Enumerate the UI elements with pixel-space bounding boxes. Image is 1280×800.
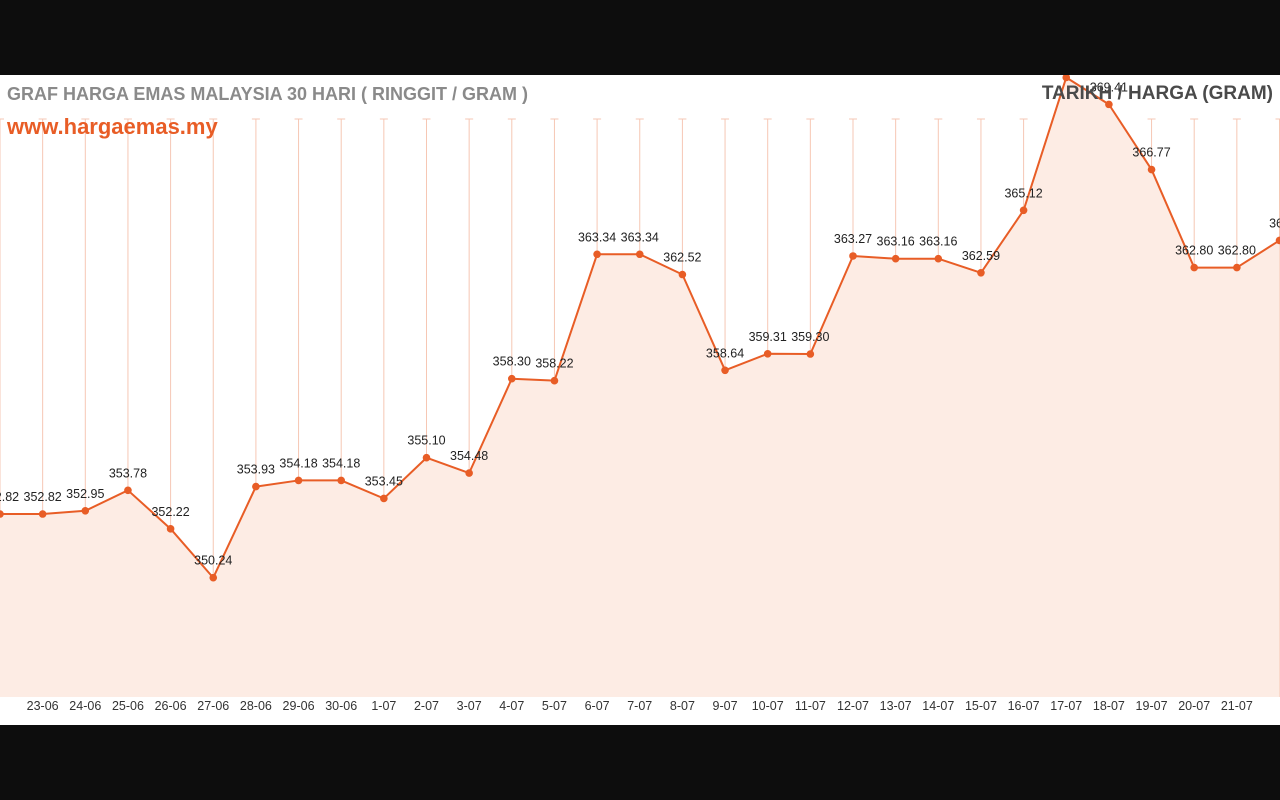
data-point[interactable] (1105, 100, 1113, 109)
data-label: 352.82 (0, 490, 19, 504)
data-point[interactable] (763, 349, 772, 358)
source-link[interactable]: www.hargaemas.my (7, 114, 218, 139)
data-point[interactable] (380, 494, 388, 503)
x-tick-label: 7-07 (627, 699, 652, 713)
data-label: 354.18 (322, 456, 360, 470)
data-point[interactable] (508, 374, 516, 383)
x-tick-label: 11-07 (795, 699, 826, 713)
data-point[interactable] (849, 252, 857, 260)
chart-title: GRAF HARGA EMAS MALAYSIA 30 HARI ( RINGG… (7, 84, 529, 104)
data-point[interactable] (166, 525, 175, 533)
data-point[interactable] (934, 254, 943, 263)
data-point[interactable] (1233, 263, 1241, 272)
x-tick-label: 23-06 (27, 699, 59, 713)
data-label: 363 (1269, 216, 1280, 230)
x-tick-label: 27-06 (197, 699, 229, 713)
data-label: 353.93 (237, 463, 275, 477)
data-label: 354.48 (450, 449, 488, 463)
data-point[interactable] (1190, 263, 1198, 272)
x-tick-label: 26-06 (155, 699, 187, 713)
data-labels: 352.82 352.82 352.95 353.78 352.22 350.24 353.… (0, 80, 1280, 567)
data-point[interactable] (635, 250, 644, 259)
data-point[interactable] (806, 350, 815, 358)
data-label: 358.64 (706, 346, 744, 360)
chart-panel: 352.82 352.82 352.95 353.78 352.22 350.24 353.… (0, 75, 1280, 725)
x-tick-label: 13-07 (880, 699, 912, 713)
data-points (0, 75, 1280, 582)
data-label: 353.45 (365, 474, 403, 488)
data-point[interactable] (124, 486, 132, 495)
data-label: 359.31 (749, 330, 787, 344)
data-label: 362.59 (962, 249, 1000, 263)
data-label: 359.30 (791, 330, 829, 344)
data-point[interactable] (465, 469, 473, 477)
data-label: 363.34 (578, 230, 616, 244)
x-tick-label: 4-07 (499, 699, 524, 713)
data-label: 362.80 (1218, 244, 1256, 258)
data-label: 358.22 (535, 357, 573, 371)
data-point[interactable] (1147, 165, 1156, 174)
x-tick-label: 15-07 (965, 699, 997, 713)
data-point[interactable] (337, 476, 346, 485)
data-label: 363.27 (834, 232, 872, 246)
x-tick-label: 25-06 (112, 699, 144, 713)
data-label: 355.10 (407, 434, 445, 448)
data-point[interactable] (891, 254, 900, 263)
x-tick-label: 6-07 (585, 699, 610, 713)
data-point[interactable] (81, 507, 90, 515)
x-tick-label: 5-07 (542, 699, 567, 713)
chart-plot: 352.82 352.82 352.95 353.78 352.22 350.24 353.… (0, 75, 1280, 713)
data-point[interactable] (1019, 206, 1028, 215)
legend-label: TARIKH / HARGA (GRAM) (1041, 83, 1273, 104)
data-label: 363.16 (877, 235, 915, 249)
x-tick-label: 17-07 (1050, 699, 1082, 713)
x-tick-label: 16-07 (1008, 699, 1040, 713)
x-tick-label: 19-07 (1136, 699, 1168, 713)
data-point[interactable] (252, 482, 260, 491)
x-tick-label: 10-07 (752, 699, 784, 713)
data-point[interactable] (209, 573, 218, 582)
data-point[interactable] (1062, 75, 1071, 82)
data-point[interactable] (38, 510, 47, 518)
data-point[interactable] (1275, 236, 1280, 245)
x-tick-label: 29-06 (283, 699, 315, 713)
data-label: 352.22 (151, 505, 189, 519)
data-label: 366.77 (1132, 146, 1170, 160)
x-tick-label: 20-07 (1178, 699, 1210, 713)
data-point[interactable] (294, 476, 303, 485)
data-label: 369.41 (1090, 80, 1128, 94)
area-fill (0, 77, 1280, 698)
x-tick-label: 2-07 (414, 699, 439, 713)
x-tick-label: 9-07 (713, 699, 738, 713)
data-label: 362.80 (1175, 244, 1213, 258)
data-label: 363.16 (919, 235, 957, 249)
data-point[interactable] (593, 250, 601, 259)
data-point[interactable] (0, 510, 4, 518)
data-point[interactable] (550, 376, 559, 385)
x-tick-label: 30-06 (325, 699, 357, 713)
data-point[interactable] (422, 453, 431, 462)
x-tick-label: 21-07 (1221, 699, 1253, 713)
x-tick-label: 14-07 (922, 699, 954, 713)
data-label: 352.95 (66, 487, 104, 501)
x-tick-label: 12-07 (837, 699, 869, 713)
x-tick-label: 3-07 (457, 699, 482, 713)
data-point[interactable] (977, 268, 985, 277)
x-tick-label: 18-07 (1093, 699, 1125, 713)
data-label: 352.82 (24, 490, 62, 504)
x-axis-ticks: 23-06 24-06 25-06 26-06 27-06 28-06 29-06 30-06… (27, 699, 1253, 713)
data-point[interactable] (678, 270, 687, 279)
data-label: 365.12 (1004, 186, 1042, 200)
data-label: 363.34 (621, 230, 659, 244)
x-tick-label: 28-06 (240, 699, 272, 713)
data-label: 353.78 (109, 466, 147, 480)
x-tick-label: 1-07 (371, 699, 396, 713)
data-label: 354.18 (279, 456, 317, 470)
x-tick-label: 24-06 (69, 699, 101, 713)
data-point[interactable] (721, 366, 729, 375)
data-label: 362.52 (663, 251, 701, 265)
x-tick-label: 8-07 (670, 699, 695, 713)
data-label: 358.30 (493, 355, 531, 369)
data-label: 350.24 (194, 554, 232, 568)
